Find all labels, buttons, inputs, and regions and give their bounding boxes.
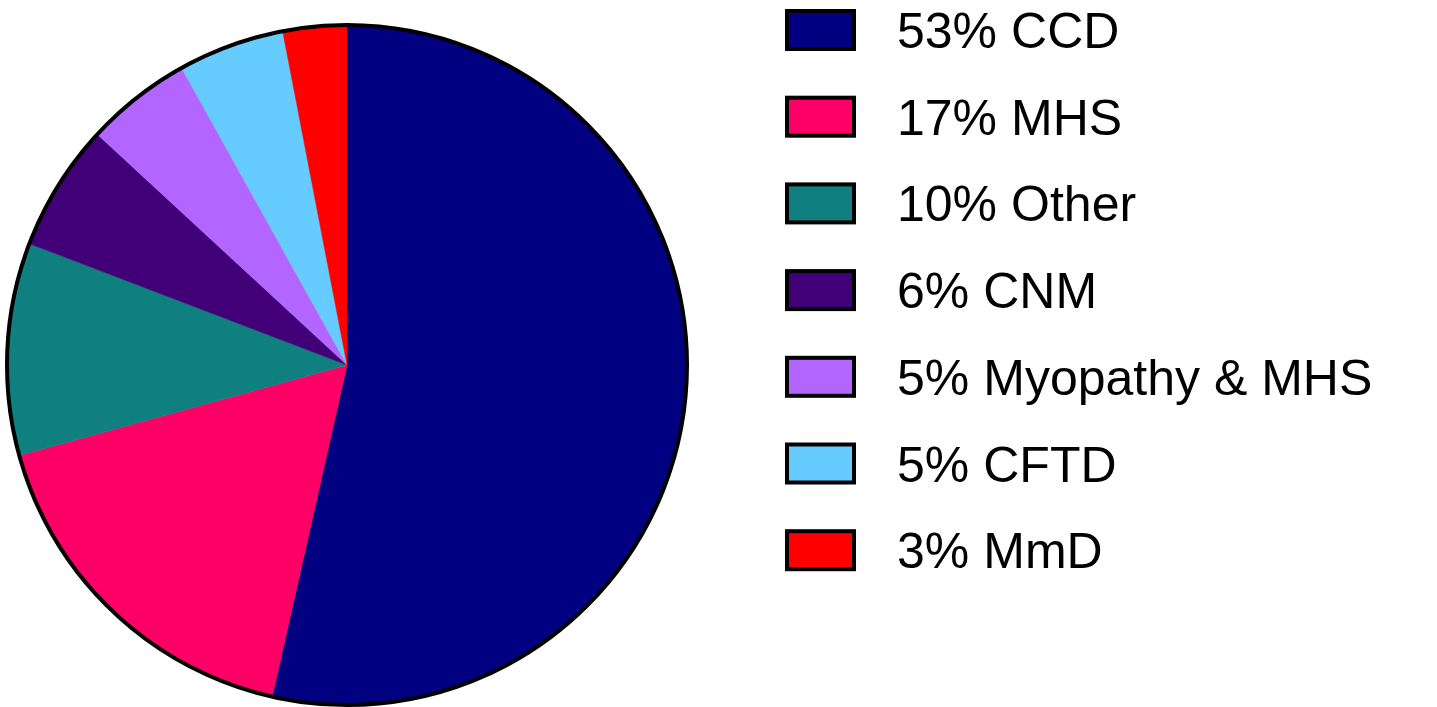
legend-category: CNM [983, 263, 1097, 319]
chart-svg: 53%CCD17%MHS10%Other6%CNM5%Myopathy & MH… [0, 0, 1437, 707]
legend-swatch [787, 11, 854, 49]
legend-percent: 6% [897, 263, 969, 319]
legend-label: 3%MmD [897, 523, 1103, 579]
legend-label: 10%Other [897, 176, 1136, 232]
legend-category: Other [1011, 176, 1136, 232]
legend-category: CFTD [983, 437, 1116, 493]
legend-label: 17%MHS [897, 90, 1122, 146]
legend-swatch [787, 271, 854, 309]
pie [7, 25, 687, 705]
pie-slice [283, 25, 347, 365]
legend-percent: 17% [897, 90, 997, 146]
legend-category: CCD [1011, 3, 1119, 59]
legend-percent: 53% [897, 3, 997, 59]
legend-category: Myopathy & MHS [983, 350, 1372, 406]
legend-label: 6%CNM [897, 263, 1097, 319]
legend-label: 5%CFTD [897, 437, 1117, 493]
legend-swatch [787, 531, 854, 569]
legend-percent: 5% [897, 350, 969, 406]
legend-swatch [787, 184, 854, 222]
legend-swatch [787, 98, 854, 136]
legend: 53%CCD17%MHS10%Other6%CNM5%Myopathy & MH… [787, 3, 1372, 579]
legend-label: 53%CCD [897, 3, 1119, 59]
legend-category: MmD [983, 523, 1102, 579]
pie-outline [7, 25, 687, 705]
legend-swatch [787, 445, 854, 483]
legend-percent: 10% [897, 176, 997, 232]
chart-container: 53%CCD17%MHS10%Other6%CNM5%Myopathy & MH… [0, 0, 1437, 707]
legend-percent: 5% [897, 437, 969, 493]
legend-category: MHS [1011, 90, 1122, 146]
legend-label: 5%Myopathy & MHS [897, 350, 1372, 406]
legend-percent: 3% [897, 523, 969, 579]
legend-swatch [787, 358, 854, 396]
